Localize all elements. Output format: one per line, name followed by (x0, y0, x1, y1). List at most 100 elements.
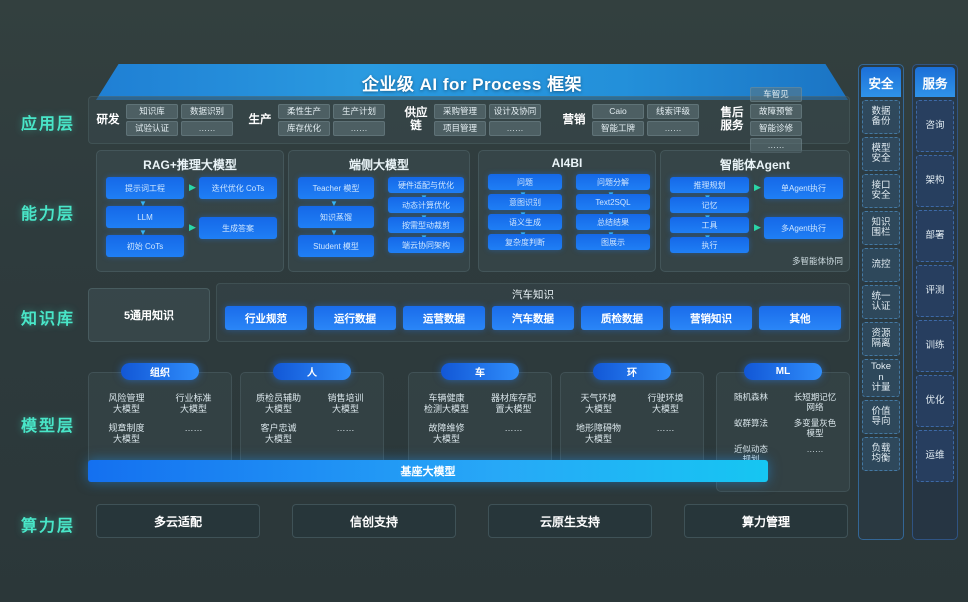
application-chip[interactable]: 项目管理 (434, 121, 486, 136)
model-group-pill[interactable]: 人 (273, 363, 351, 380)
application-chip[interactable]: 线索评级 (647, 104, 699, 119)
application-chip[interactable]: 智能工牌 (592, 121, 644, 136)
security-rail-item[interactable]: Toke n 计量 (862, 359, 900, 397)
capability-node[interactable]: 问题 (488, 174, 562, 190)
capability-node[interactable]: 单Agent执行 (764, 177, 843, 199)
capability-node[interactable]: 问题分解 (576, 174, 650, 190)
capability-node[interactable]: 复杂度判断 (488, 234, 562, 250)
knowledge-chip[interactable]: 行业规范 (225, 306, 307, 330)
model-group-pill[interactable]: 组织 (121, 363, 199, 380)
knowledge-chip[interactable]: 营销知识 (670, 306, 752, 330)
capability-node[interactable]: 工具 (670, 217, 749, 233)
capability-node[interactable]: 知识蒸馏 (298, 206, 374, 228)
capability-node[interactable]: 迭代优化 CoTs (199, 177, 277, 199)
model-item[interactable]: 近似动态 规划 (733, 444, 768, 464)
model-group-pill[interactable]: 车 (441, 363, 519, 380)
security-rail-item[interactable]: 负载 均衡 (862, 437, 900, 471)
capability-node[interactable]: 意图识别 (488, 194, 562, 210)
security-rail-item[interactable]: 知识 围栏 (862, 211, 900, 245)
model-item[interactable]: 风险管理 大模型 (108, 393, 145, 414)
capability-node[interactable]: 记忆 (670, 197, 749, 213)
application-chip[interactable]: 柔性生产 (278, 104, 330, 119)
security-rail-item[interactable]: 资源 隔离 (862, 322, 900, 356)
application-chip[interactable]: 采购管理 (434, 104, 486, 119)
application-chip[interactable]: 车智见 (750, 87, 802, 102)
capability-node[interactable]: 提示词工程 (106, 177, 184, 199)
model-item[interactable]: …… (806, 444, 824, 454)
security-rail-head[interactable]: 安全 (861, 67, 901, 97)
model-item[interactable]: 长短期记忆 网络 (793, 392, 837, 412)
service-rail-item[interactable]: 运维 (916, 430, 954, 482)
security-rail-item[interactable]: 流控 (862, 248, 900, 282)
model-item[interactable]: …… (336, 423, 355, 433)
model-item[interactable]: 客户忠诚 大模型 (260, 423, 297, 444)
model-item[interactable]: …… (184, 423, 203, 433)
capability-node[interactable]: Text2SQL (576, 194, 650, 210)
model-item[interactable]: 故障维修 大模型 (428, 423, 465, 444)
capability-node[interactable]: Teacher 模型 (298, 177, 374, 199)
service-rail-item[interactable]: 架构 (916, 155, 954, 207)
application-chip[interactable]: 试验认证 (126, 121, 178, 136)
service-rail-item[interactable]: 部署 (916, 210, 954, 262)
model-item[interactable]: …… (504, 423, 523, 433)
capability-node[interactable]: 初始 CoTs (106, 235, 184, 257)
application-chip[interactable]: 知识库 (126, 104, 178, 119)
capability-node[interactable]: LLM (106, 206, 184, 228)
service-rail-item[interactable]: 咨询 (916, 100, 954, 152)
application-chip[interactable]: …… (333, 121, 385, 136)
model-item[interactable]: 多变量灰色 模型 (793, 418, 837, 438)
capability-node[interactable]: 硬件适配与优化 (388, 177, 464, 193)
model-item[interactable]: …… (656, 423, 675, 433)
security-rail-item[interactable]: 统一 认证 (862, 285, 900, 319)
capability-node[interactable]: 执行 (670, 237, 749, 253)
model-item[interactable]: 行业标准 大模型 (175, 393, 212, 414)
model-item[interactable]: 销售培训 大模型 (327, 393, 364, 414)
service-rail-item[interactable]: 优化 (916, 375, 954, 427)
capability-node[interactable]: 生成答案 (199, 217, 277, 239)
service-rail-item[interactable]: 评测 (916, 265, 954, 317)
capability-node[interactable]: 总结结果 (576, 214, 650, 230)
model-item[interactable]: 车辆健康 检测大模型 (423, 393, 469, 414)
model-item[interactable]: 质检员辅助 大模型 (255, 393, 301, 414)
capability-node[interactable]: 多Agent执行 (764, 217, 843, 239)
capability-node[interactable]: 动态计算优化 (388, 197, 464, 213)
security-rail-item[interactable]: 数据 备份 (862, 100, 900, 134)
capability-node[interactable]: 端云协同架构 (388, 237, 464, 253)
application-chip[interactable]: 库存优化 (278, 121, 330, 136)
model-group-pill[interactable]: 环 (593, 363, 671, 380)
application-chip[interactable]: 故障预警 (750, 104, 802, 119)
application-chip[interactable]: …… (647, 121, 699, 136)
application-chip[interactable]: …… (489, 121, 541, 136)
knowledge-chip[interactable]: 其他 (759, 306, 841, 330)
compute-box[interactable]: 算力管理 (684, 504, 848, 538)
capability-node[interactable]: 推理规划 (670, 177, 749, 193)
knowledge-chip[interactable]: 汽车数据 (492, 306, 574, 330)
capability-node[interactable]: 按需型动裁剪 (388, 217, 464, 233)
application-chip[interactable]: 设计及协同 (489, 104, 541, 119)
security-rail-item[interactable]: 接口 安全 (862, 174, 900, 208)
model-item[interactable]: 蚁群算法 (733, 418, 768, 428)
model-item[interactable]: 随机森林 (733, 392, 768, 402)
capability-node[interactable]: Student 模型 (298, 235, 374, 257)
model-item[interactable]: 行驶环境 大模型 (647, 393, 684, 414)
knowledge-chip[interactable]: 运营数据 (403, 306, 485, 330)
compute-box[interactable]: 多云适配 (96, 504, 260, 538)
model-item[interactable]: 地形障碍物 大模型 (575, 423, 621, 444)
model-item[interactable]: 器材库存配 置大模型 (490, 393, 536, 414)
security-rail-item[interactable]: 价值 导向 (862, 400, 900, 434)
security-rail-item[interactable]: 模型 安全 (862, 137, 900, 171)
model-item[interactable]: 规章制度 大模型 (108, 423, 145, 444)
application-chip[interactable]: 智能诊修 (750, 121, 802, 136)
application-chip[interactable]: Caio (592, 104, 644, 119)
knowledge-chip[interactable]: 运行数据 (314, 306, 396, 330)
compute-box[interactable]: 云原生支持 (488, 504, 652, 538)
capability-node[interactable]: 语义生成 (488, 214, 562, 230)
capability-node[interactable]: 图展示 (576, 234, 650, 250)
knowledge-chip[interactable]: 质检数据 (581, 306, 663, 330)
application-chip[interactable]: 数据识别 (181, 104, 233, 119)
model-group-pill[interactable]: ML (744, 363, 822, 380)
model-item[interactable]: 天气环境 大模型 (580, 393, 617, 414)
application-chip[interactable]: …… (181, 121, 233, 136)
service-rail-item[interactable]: 训练 (916, 320, 954, 372)
compute-box[interactable]: 信创支持 (292, 504, 456, 538)
